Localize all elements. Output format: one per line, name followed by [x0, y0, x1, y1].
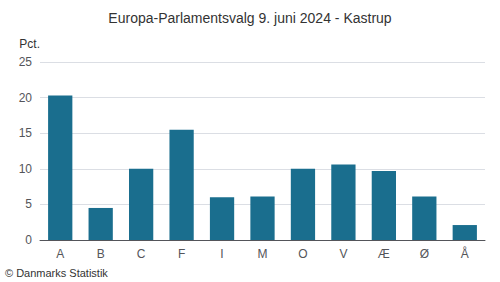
svg-text:Æ: Æ [378, 247, 390, 261]
svg-text:O: O [298, 247, 307, 261]
svg-text:10: 10 [19, 162, 33, 176]
svg-text:B: B [97, 247, 105, 261]
svg-text:Å: Å [461, 246, 469, 261]
svg-text:V: V [339, 247, 347, 261]
svg-text:25: 25 [19, 55, 33, 69]
svg-text:Europa-Parlamentsvalg 9. juni: Europa-Parlamentsvalg 9. juni 2024 - Kas… [108, 10, 391, 26]
svg-text:A: A [56, 247, 64, 261]
svg-text:M: M [258, 247, 268, 261]
svg-text:© Danmarks Statistik: © Danmarks Statistik [5, 267, 108, 279]
svg-text:5: 5 [25, 197, 32, 211]
svg-text:F: F [178, 247, 185, 261]
svg-text:I: I [220, 247, 223, 261]
svg-text:C: C [137, 247, 146, 261]
svg-text:15: 15 [19, 126, 33, 140]
svg-text:Ø: Ø [420, 247, 429, 261]
svg-text:0: 0 [25, 233, 32, 247]
svg-text:20: 20 [19, 91, 33, 105]
svg-text:Pct.: Pct. [19, 37, 40, 51]
